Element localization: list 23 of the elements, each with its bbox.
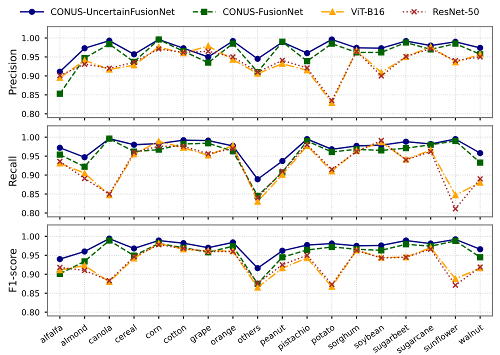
y-tick-label: 0.90 bbox=[22, 271, 40, 278]
y-tick-label: 0.80 bbox=[22, 110, 40, 118]
y-axis-title: Recall bbox=[8, 156, 17, 186]
y-tick-label: 0.95 bbox=[22, 153, 40, 160]
y-tick-label: 1.00 bbox=[22, 34, 40, 42]
x-tick-label: corn bbox=[145, 325, 162, 340]
legend-label: CONUS-FusionNet bbox=[223, 8, 303, 16]
y-tick-label: 0.85 bbox=[22, 191, 40, 198]
y-tick-label: 0.95 bbox=[22, 54, 40, 60]
y-tick-label: 0.80 bbox=[22, 210, 40, 216]
legend-label: ViT-B16 bbox=[351, 8, 384, 16]
y-axis-title: F1-score bbox=[8, 248, 17, 292]
y-tick-label: 0.95 bbox=[22, 252, 40, 259]
legend-label: CONUS-UncertainFusionNet bbox=[50, 8, 175, 16]
y-tick-label: 0.80 bbox=[22, 309, 40, 316]
y-tick-label: 0.90 bbox=[22, 72, 40, 80]
y-tick-label: 1.00 bbox=[22, 134, 40, 140]
y-tick-label: 1.00 bbox=[22, 233, 40, 240]
y-tick-label: 0.85 bbox=[22, 290, 40, 296]
y-axis-title: Precision bbox=[8, 50, 17, 94]
y-tick-label: 0.90 bbox=[22, 172, 40, 178]
y-tick-label: 0.85 bbox=[22, 92, 40, 98]
legend-label: ResNet-50 bbox=[433, 8, 479, 16]
